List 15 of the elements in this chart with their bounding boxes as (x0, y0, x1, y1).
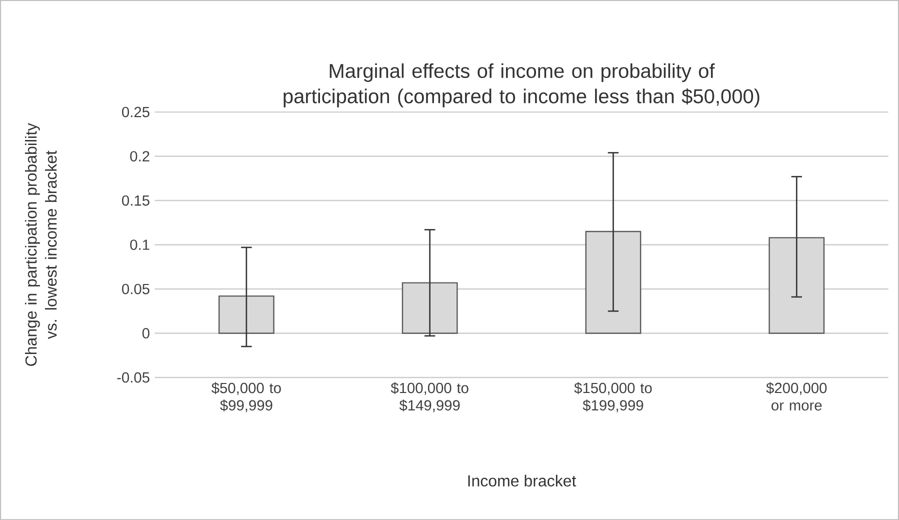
y-tick-label: 0.1 (130, 239, 150, 250)
x-tick-label: $50,000 to $99,999 (212, 382, 281, 412)
y-tick-label: 0.15 (122, 195, 150, 206)
y-tick-label: 0.25 (122, 106, 150, 118)
x-tick-label: $200,000 or more (766, 382, 827, 410)
y-tick-label: -0.05 (117, 372, 150, 383)
y-tick-label: 0.05 (122, 284, 150, 294)
bar (218, 295, 274, 334)
chart-title: Marginal effects of income on probability of participation (compared to income less than $50,000) (284, 63, 760, 108)
x-axis-title: Income bracket (468, 474, 576, 486)
y-tick-label: 0.2 (130, 151, 150, 162)
y-axis-title: Change in participation probability vs. lowest income bracket (24, 122, 57, 366)
x-tick-label: $100,000 to $149,999 (390, 382, 468, 412)
x-tick-label: $150,000 to $199,999 (574, 382, 652, 412)
y-tick-label: 0 (142, 328, 150, 338)
